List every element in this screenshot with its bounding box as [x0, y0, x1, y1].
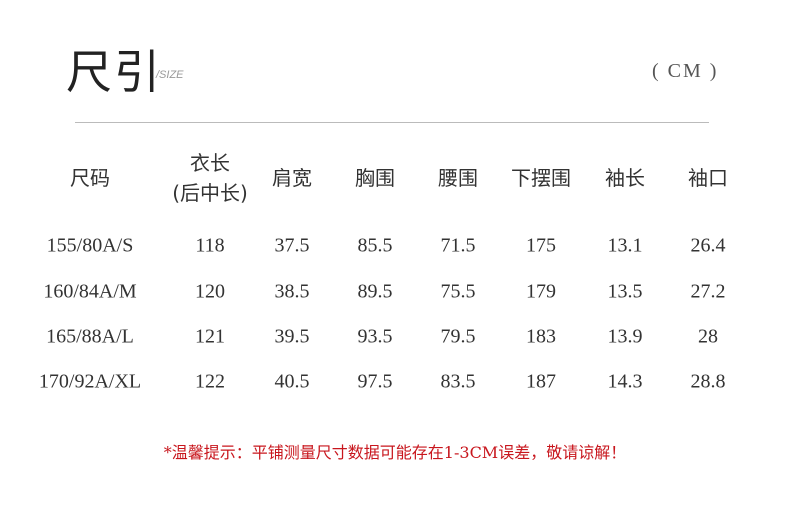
header-line: 衣长: [189, 151, 230, 175]
column-header: 尺码: [70, 163, 110, 193]
header-line: 胸围: [355, 166, 395, 190]
measurement-cell: 83.5: [440, 370, 476, 393]
measurement-cell: 13.1: [607, 234, 643, 257]
measurement-cell: 71.5: [440, 234, 476, 257]
size-cell: 160/84A/M: [43, 280, 137, 303]
measurement-cell: 118: [195, 234, 225, 257]
header-line: 下摆围: [511, 166, 571, 190]
measurement-cell: 27.2: [690, 280, 726, 303]
divider: [75, 122, 709, 123]
size-cell: 165/88A/L: [46, 325, 134, 348]
measurement-cell: 120: [195, 280, 225, 303]
size-cell: 170/92A/XL: [38, 370, 142, 393]
header-line: 袖口: [688, 166, 728, 190]
measurement-cell: 122: [195, 370, 225, 393]
header-line: 腰围: [438, 166, 478, 190]
page-subtitle: /SIZE: [156, 69, 184, 81]
measurement-cell: 40.5: [274, 370, 310, 393]
measurement-cell: 179: [526, 280, 556, 303]
measurement-cell: 38.5: [274, 280, 310, 303]
measurement-cell: 89.5: [357, 280, 393, 303]
column-header: 胸围: [355, 163, 395, 193]
measurement-cell: 183: [526, 325, 556, 348]
unit-label: ( CM ): [652, 60, 719, 82]
header-line: (后中长): [172, 181, 248, 205]
column-header: 腰围: [438, 163, 478, 193]
column-header: 衣长 (后中长): [172, 148, 248, 208]
column-header: 袖口: [688, 163, 728, 193]
measurement-cell: 14.3: [607, 370, 643, 393]
header-line: 肩宽: [272, 166, 312, 190]
size-cell: 155/80A/S: [46, 234, 134, 257]
measurement-cell: 28.8: [690, 370, 726, 393]
header-line: 袖长: [605, 166, 645, 190]
measurement-cell: 97.5: [357, 370, 393, 393]
measurement-cell: 39.5: [274, 325, 310, 348]
measurement-cell: 13.5: [607, 280, 643, 303]
measurement-cell: 85.5: [357, 234, 393, 257]
measurement-cell: 121: [195, 325, 225, 348]
measurement-cell: 28: [698, 325, 718, 348]
measurement-cell: 187: [526, 370, 556, 393]
measurement-cell: 37.5: [274, 234, 310, 257]
measurement-cell: 175: [526, 234, 556, 257]
column-header: 肩宽: [272, 163, 312, 193]
column-header: 袖长: [605, 163, 645, 193]
header-line: 尺码: [70, 166, 110, 190]
measurement-note: *温馨提示：平铺测量尺寸数据可能存在1-3CM误差，敬请谅解！: [163, 443, 627, 462]
column-header: 下摆围: [511, 163, 571, 193]
page-title: 尺引: [66, 45, 162, 99]
measurement-cell: 26.4: [690, 234, 726, 257]
measurement-cell: 79.5: [440, 325, 476, 348]
measurement-cell: 75.5: [440, 280, 476, 303]
measurement-cell: 13.9: [607, 325, 643, 348]
measurement-cell: 93.5: [357, 325, 393, 348]
